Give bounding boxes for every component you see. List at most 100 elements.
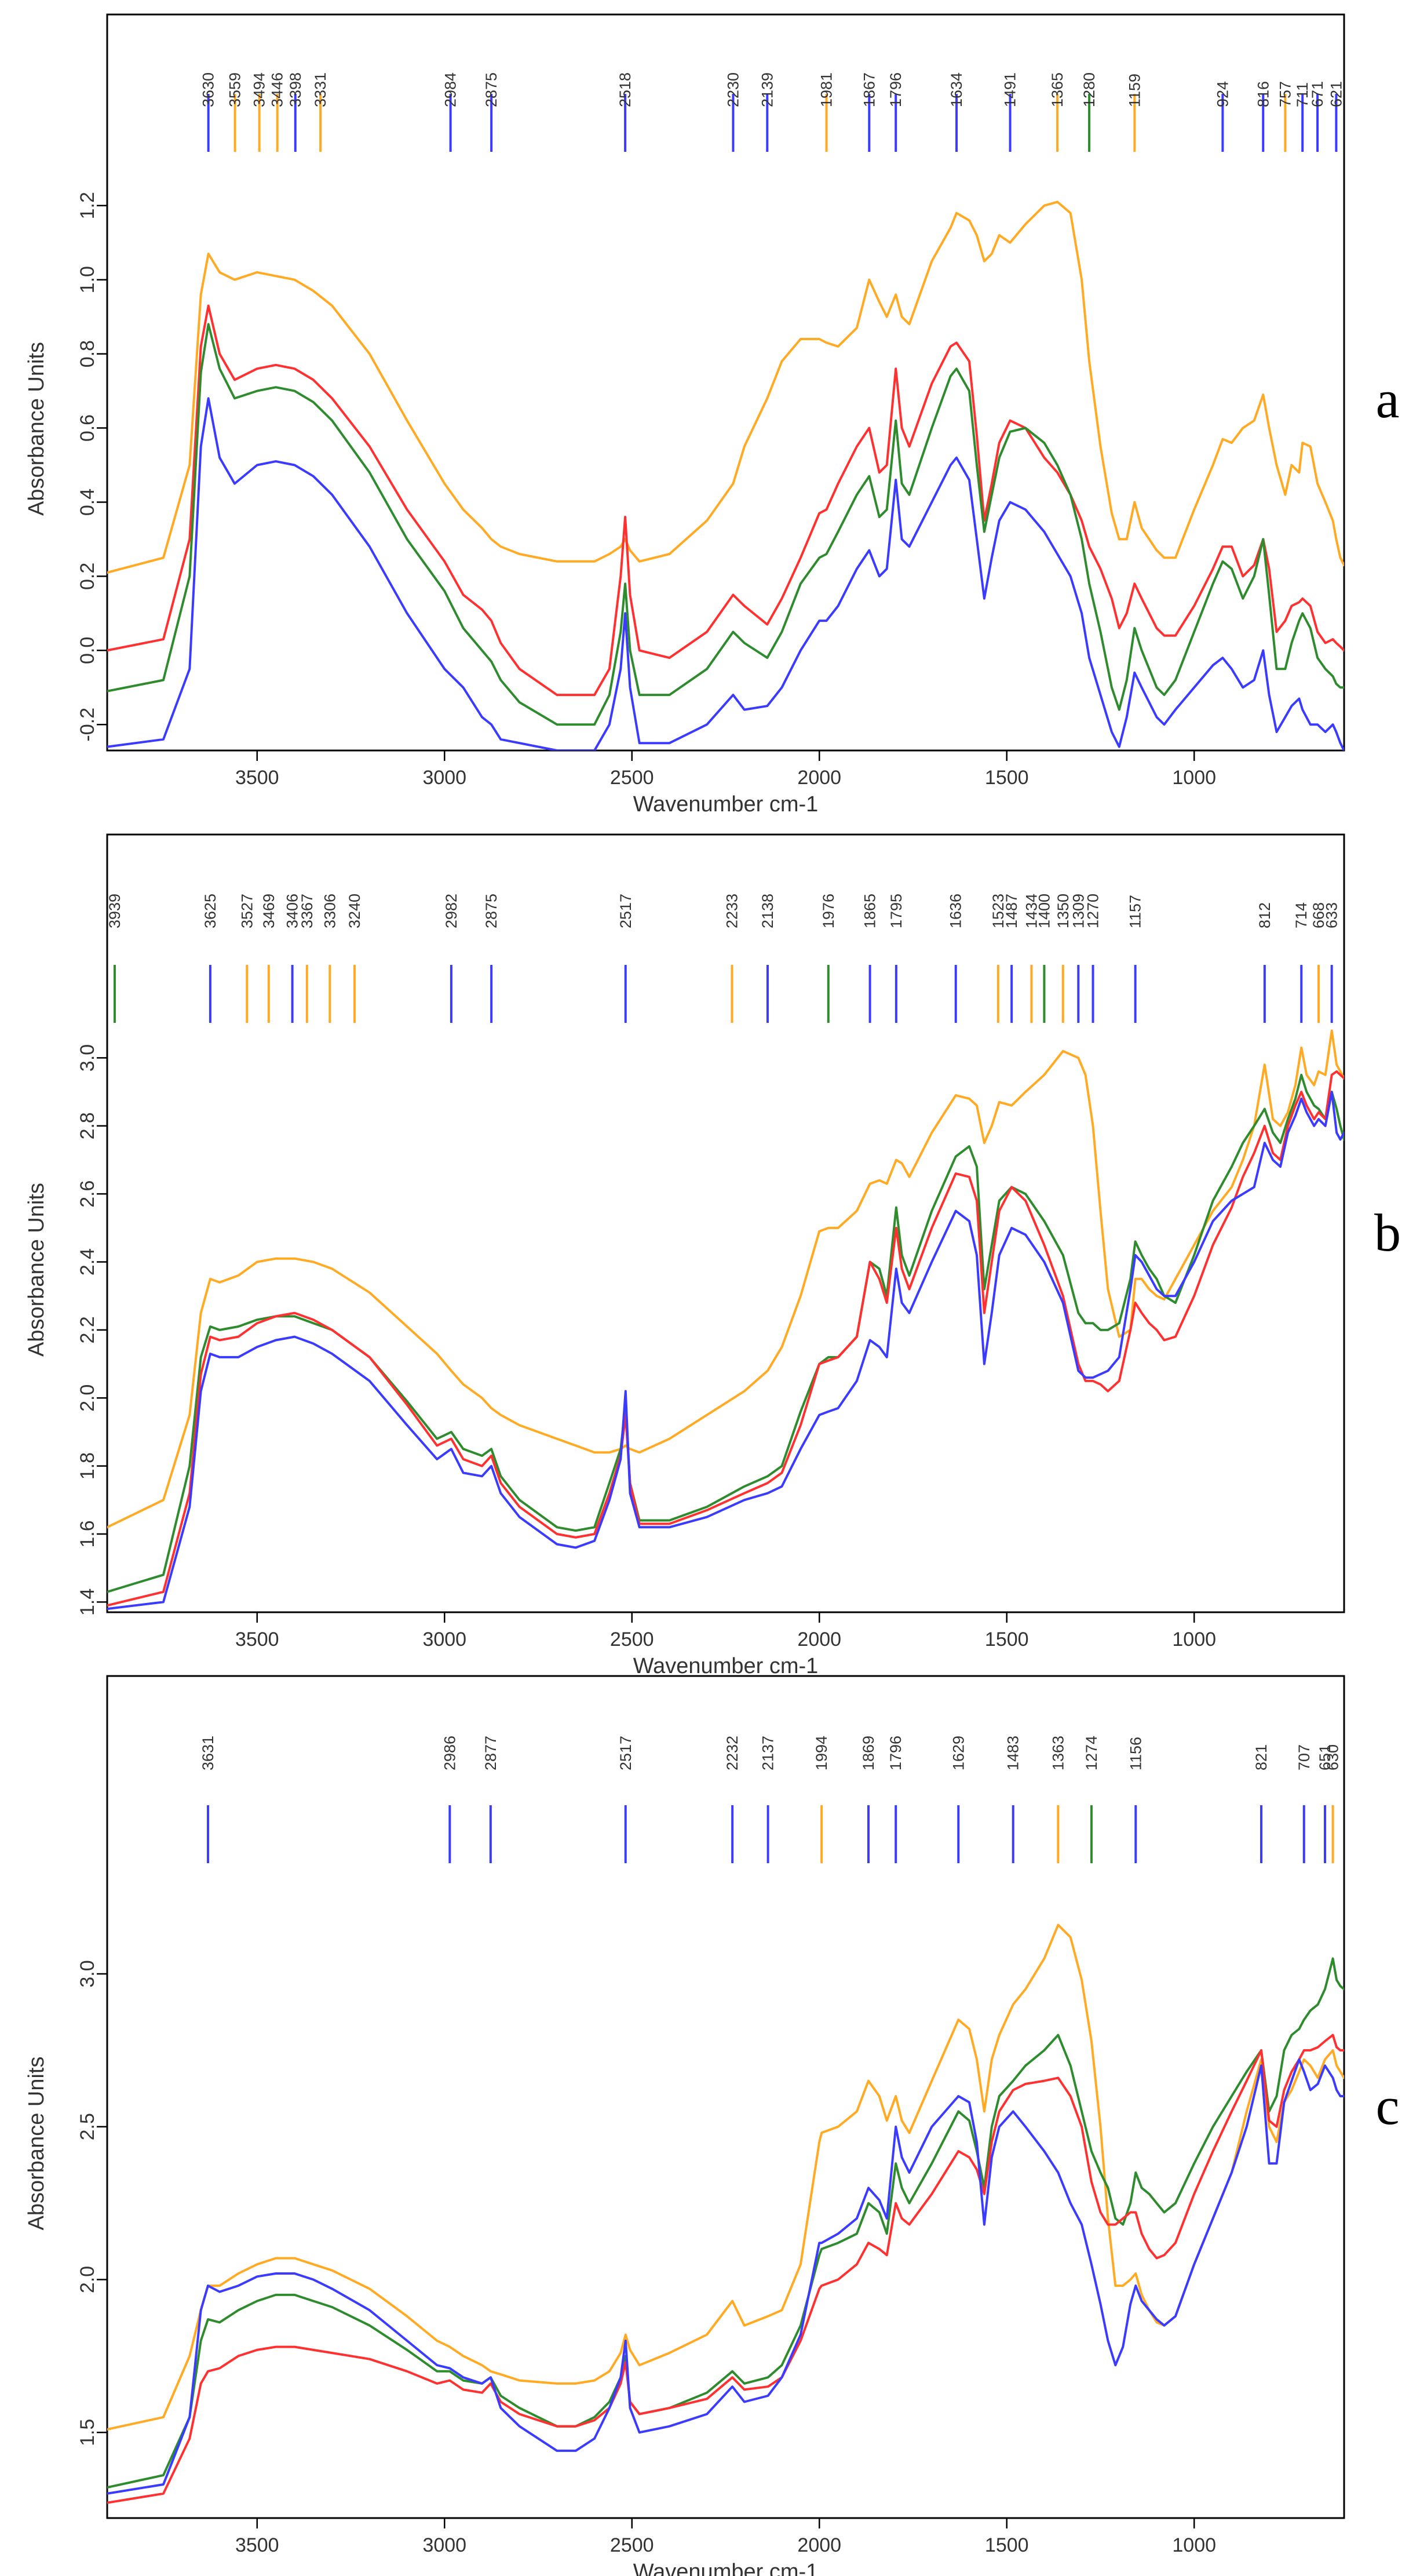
peak-label: 1274	[1083, 1736, 1100, 1770]
panel-label: b	[1374, 1203, 1401, 1262]
spectrum-line-blue	[107, 2058, 1344, 2495]
spectrum-line-red	[107, 2034, 1344, 2504]
y-tick-label: 1.6	[76, 1520, 98, 1547]
spectrum-line-blue	[107, 397, 1344, 750]
peak-label: 1309	[1069, 894, 1087, 928]
spectrum-line-green	[107, 323, 1344, 726]
peak-label: 2517	[617, 894, 634, 928]
y-tick-label: 1.5	[76, 2419, 98, 2446]
peak-label: 2875	[483, 894, 500, 928]
y-tick-label: 2.0	[76, 2266, 98, 2293]
y-tick-label: 0.0	[76, 637, 98, 664]
y-tick-label: 2.0	[76, 1384, 98, 1412]
y-tick-label: 1.8	[76, 1452, 98, 1480]
spectrum-line-blue	[107, 1091, 1344, 1611]
peak-label: 3240	[346, 894, 363, 928]
x-tick-label: 3000	[422, 2534, 466, 2556]
peak-label: 1867	[860, 72, 878, 107]
x-axis-title: Wavenumber cm-1	[633, 792, 819, 817]
peak-label: 2139	[758, 72, 776, 107]
peak-label: 3331	[312, 72, 329, 107]
peak-label: 3625	[202, 894, 219, 928]
peak-label: 757	[1276, 81, 1294, 107]
y-axis-title: Absorbance Units	[24, 2057, 49, 2231]
peak-label: 1156	[1127, 1737, 1144, 1770]
peak-label: 2984	[442, 72, 459, 107]
x-tick-label: 3500	[235, 1628, 279, 1650]
peak-label: 1280	[1080, 72, 1098, 107]
y-tick-label: 2.2	[76, 1316, 98, 1343]
x-tick-label: 1500	[985, 2534, 1029, 2556]
y-axis-title: Absorbance Units	[24, 342, 49, 516]
peak-label: 630	[1324, 1744, 1342, 1770]
peak-label: 2232	[724, 1736, 741, 1770]
y-tick-label: 1.4	[76, 1588, 98, 1616]
peak-label: 2137	[760, 1736, 777, 1770]
peak-label: 1795	[888, 894, 905, 928]
peak-label: 1487	[1003, 894, 1020, 928]
peak-label: 3446	[269, 72, 286, 107]
y-tick-label: 2.4	[76, 1248, 98, 1276]
x-tick-label: 1000	[1172, 1628, 1216, 1650]
peak-label: 2138	[759, 894, 776, 928]
peak-label: 816	[1254, 81, 1272, 107]
x-axis-title: Wavenumber cm-1	[633, 1654, 819, 1678]
x-tick-label: 2500	[610, 767, 654, 789]
peak-label: 1796	[887, 1736, 904, 1770]
y-tick-label: 0.6	[76, 414, 98, 442]
y-tick-label: -0.2	[76, 708, 98, 742]
spectrum-panel-c: 3500 3000 2500 2000 1500 1000 1.5 2.0 2.5 3.0 Wave…	[24, 1675, 1399, 2576]
y-tick-label: 3.0	[76, 1960, 98, 1987]
peak-label: 2986	[441, 1736, 458, 1770]
peak-label: 1634	[948, 72, 965, 107]
spectrum-line-red	[107, 304, 1344, 697]
peak-label: 2230	[724, 72, 742, 107]
peak-label: 714	[1293, 902, 1310, 928]
peak-label: 1629	[950, 1736, 967, 1770]
peak-label: 3494	[251, 72, 268, 107]
spectrum-panel-b: 3500 3000 2500 2000 1500 1000 1.4 1.6 1.8 2.0 2.2 2…	[24, 833, 1401, 1678]
peak-label: 1865	[862, 894, 879, 928]
peak-label: 2877	[482, 1736, 499, 1770]
y-axis-title: Absorbance Units	[24, 1183, 49, 1357]
peak-label: 1976	[820, 894, 837, 928]
peak-label: 1523	[990, 894, 1007, 928]
spectrum-panel-a: 3500 3000 2500 2000 1500 1000 -0.2 0.0 0.2 0.4 0.6…	[24, 13, 1399, 817]
peak-label: 2233	[723, 894, 740, 928]
peak-label: 812	[1256, 902, 1273, 928]
peak-label: 1869	[860, 1736, 877, 1770]
peak-label: 3469	[260, 894, 278, 928]
x-tick-label: 1500	[985, 767, 1029, 789]
peak-label: 3630	[200, 72, 217, 107]
x-tick-label: 3000	[422, 767, 466, 789]
x-tick-label: 2500	[610, 1628, 654, 1650]
peak-label: 651	[1316, 1744, 1334, 1770]
peak-label: 2982	[443, 894, 460, 928]
x-tick-label: 3500	[235, 2534, 279, 2556]
peak-label: 3631	[199, 1736, 217, 1770]
plot-frame	[106, 833, 1345, 1613]
peak-label: 1483	[1005, 1736, 1022, 1770]
peak-label: 1400	[1035, 894, 1053, 928]
peak-label: 671	[1309, 81, 1326, 107]
x-tick-label: 2500	[610, 2534, 654, 2556]
spectrum-line-orange	[107, 1923, 1344, 2431]
y-tick-label: 2.8	[76, 1112, 98, 1139]
spectrum-line-red	[107, 1070, 1344, 1607]
peak-label: 3939	[106, 894, 123, 928]
plot-frame	[106, 1675, 1345, 2519]
x-tick-label: 1500	[985, 1628, 1029, 1650]
spectrum-line-orange	[107, 201, 1344, 574]
peak-label: 711	[1294, 82, 1311, 107]
peak-label: 707	[1295, 1744, 1313, 1770]
peak-label: 1365	[1049, 72, 1066, 107]
plot-frame	[106, 13, 1345, 752]
peak-label: 1796	[887, 72, 904, 107]
x-tick-label: 2000	[797, 767, 841, 789]
y-tick-label: 1.0	[76, 266, 98, 293]
x-tick-label: 3000	[422, 1628, 466, 1650]
peak-label: 1159	[1126, 74, 1143, 107]
y-tick-label: 0.8	[76, 340, 98, 367]
peak-label: 621	[1327, 81, 1345, 107]
